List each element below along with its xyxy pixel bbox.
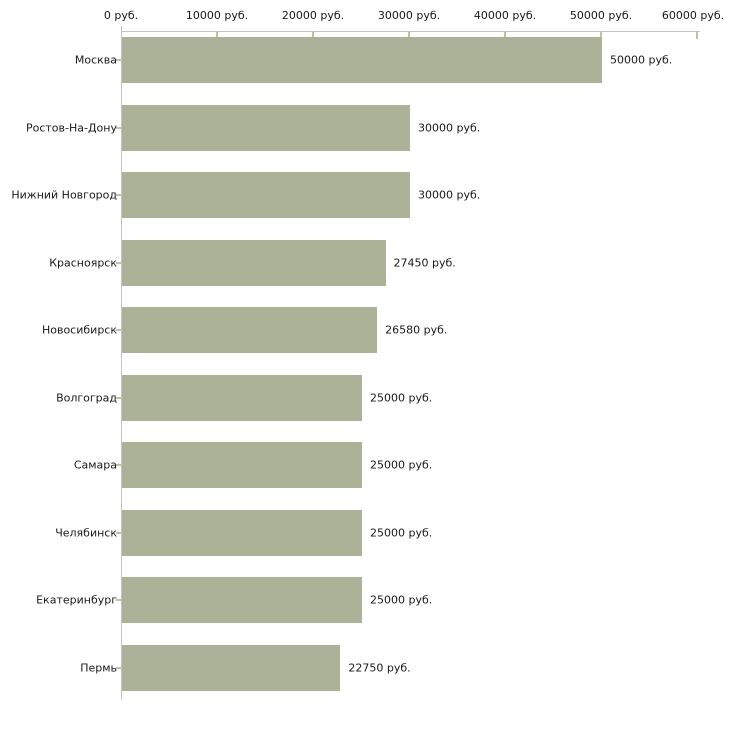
bar-7 <box>122 442 362 489</box>
category-label: Пермь <box>80 661 117 675</box>
bar-9 <box>122 577 362 624</box>
x-tick-mark <box>504 31 506 39</box>
bar-3 <box>122 172 410 219</box>
x-tick-mark <box>408 31 410 39</box>
y-tick-mark <box>116 126 121 129</box>
bar-1 <box>122 37 602 83</box>
value-label: 27450 руб. <box>393 256 456 270</box>
x-tick-label: 50000 руб. <box>569 9 633 22</box>
category-label: Самара <box>73 458 117 472</box>
value-label: 30000 руб. <box>418 188 481 202</box>
value-label: 25000 руб. <box>370 526 433 540</box>
bar-10 <box>122 644 341 691</box>
y-tick-mark <box>116 329 121 332</box>
bar-4 <box>122 239 386 286</box>
y-tick-mark <box>116 261 121 264</box>
y-tick-mark <box>116 464 121 467</box>
bar-2 <box>122 104 410 151</box>
x-tick-mark <box>312 31 314 39</box>
value-label: 25000 руб. <box>370 593 433 607</box>
category-label: Нижний Новгород <box>11 188 117 202</box>
x-tick-label: 20000 руб. <box>281 9 345 22</box>
x-tick-label: 40000 руб. <box>473 9 537 22</box>
x-tick-label: 0 руб. <box>103 9 139 22</box>
bar-8 <box>122 509 362 556</box>
value-label: 26580 руб. <box>385 323 448 337</box>
x-tick-mark <box>600 31 602 39</box>
y-tick-mark <box>116 531 121 534</box>
value-label: 25000 руб. <box>370 391 433 405</box>
y-tick-mark <box>116 666 121 669</box>
value-label: 30000 руб. <box>418 121 481 135</box>
y-tick-mark <box>116 599 121 602</box>
x-tick-mark <box>216 31 218 39</box>
bar-5 <box>122 307 378 354</box>
category-label: Новосибирск <box>41 323 117 337</box>
x-tick-label: 10000 руб. <box>185 9 249 22</box>
category-label: Челябинск <box>55 526 117 540</box>
value-label: 50000 руб. <box>610 53 673 67</box>
x-tick-mark <box>696 31 698 39</box>
y-tick-mark <box>116 59 121 61</box>
bar-6 <box>122 374 362 421</box>
category-label: Екатеринбург <box>36 593 117 607</box>
category-label: Москва <box>74 53 117 67</box>
x-tick-label: 60000 руб. <box>661 9 725 22</box>
category-label: Красноярск <box>49 256 117 270</box>
y-axis-line <box>121 26 122 700</box>
x-tick-label: 30000 руб. <box>377 9 441 22</box>
y-tick-mark <box>116 194 121 197</box>
x-axis-line <box>121 31 700 32</box>
value-label: 25000 руб. <box>370 458 433 472</box>
category-label: Ростов-На-Дону <box>25 121 117 135</box>
category-label: Волгоград <box>56 391 117 405</box>
y-tick-mark <box>116 396 121 399</box>
value-label: 22750 руб. <box>348 661 411 675</box>
